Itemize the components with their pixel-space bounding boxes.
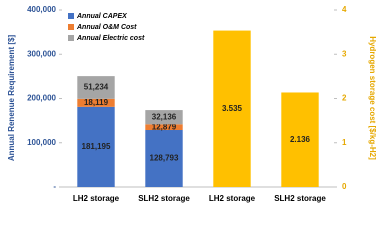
chart: Annual Renenue Requirement [$] Hydrogen … (7, 5, 377, 203)
y-tick-label: 400,000 (27, 5, 56, 14)
x-tick-label: LH2 storage (73, 194, 120, 203)
bar (281, 92, 319, 187)
value-label: 2.136 (290, 135, 311, 144)
y-tick-label: 100,000 (27, 138, 56, 147)
bar (145, 110, 183, 125)
value-label: 3.535 (222, 104, 243, 113)
y2-tick-label: 4 (342, 5, 347, 14)
value-label: 128,793 (150, 154, 179, 163)
y2-tick-label: 3 (342, 49, 347, 58)
legend-label: Annual Electric cost (76, 35, 145, 42)
x-tick-label: LH2 storage (209, 194, 256, 203)
bar (77, 76, 115, 99)
legend-swatch (68, 13, 74, 19)
legend-swatch (68, 24, 74, 30)
value-label: 18,119 (84, 98, 109, 107)
x-tick-label: SLH2 storage (274, 194, 326, 203)
value-label: 32,136 (152, 112, 177, 121)
bar (77, 106, 115, 187)
y-tick-label: 300,000 (27, 49, 56, 58)
y2-tick-label: 0 (342, 182, 347, 191)
y2-axis-title: Hydrogen storage cost [$/kg-H2] (368, 36, 377, 160)
value-label: 181,195 (82, 142, 111, 151)
y2-tick-label: 2 (342, 94, 347, 103)
bar (145, 124, 183, 131)
x-tick-label: SLH2 storage (138, 194, 190, 203)
legend-label: Annual CAPEX (76, 13, 128, 20)
legend-label: Annual O&M Cost (76, 24, 137, 31)
y2-tick-label: 1 (342, 138, 347, 147)
y-axis-title: Annual Renenue Requirement [$] (7, 35, 16, 162)
bar (145, 130, 183, 187)
bar (77, 98, 115, 107)
value-label: 12,879 (152, 122, 177, 131)
bar (213, 30, 251, 188)
value-label: 51,234 (84, 83, 109, 92)
y-tick-label: 200,000 (27, 94, 56, 103)
y-tick-label: - (53, 182, 56, 191)
legend-swatch (68, 35, 74, 41)
